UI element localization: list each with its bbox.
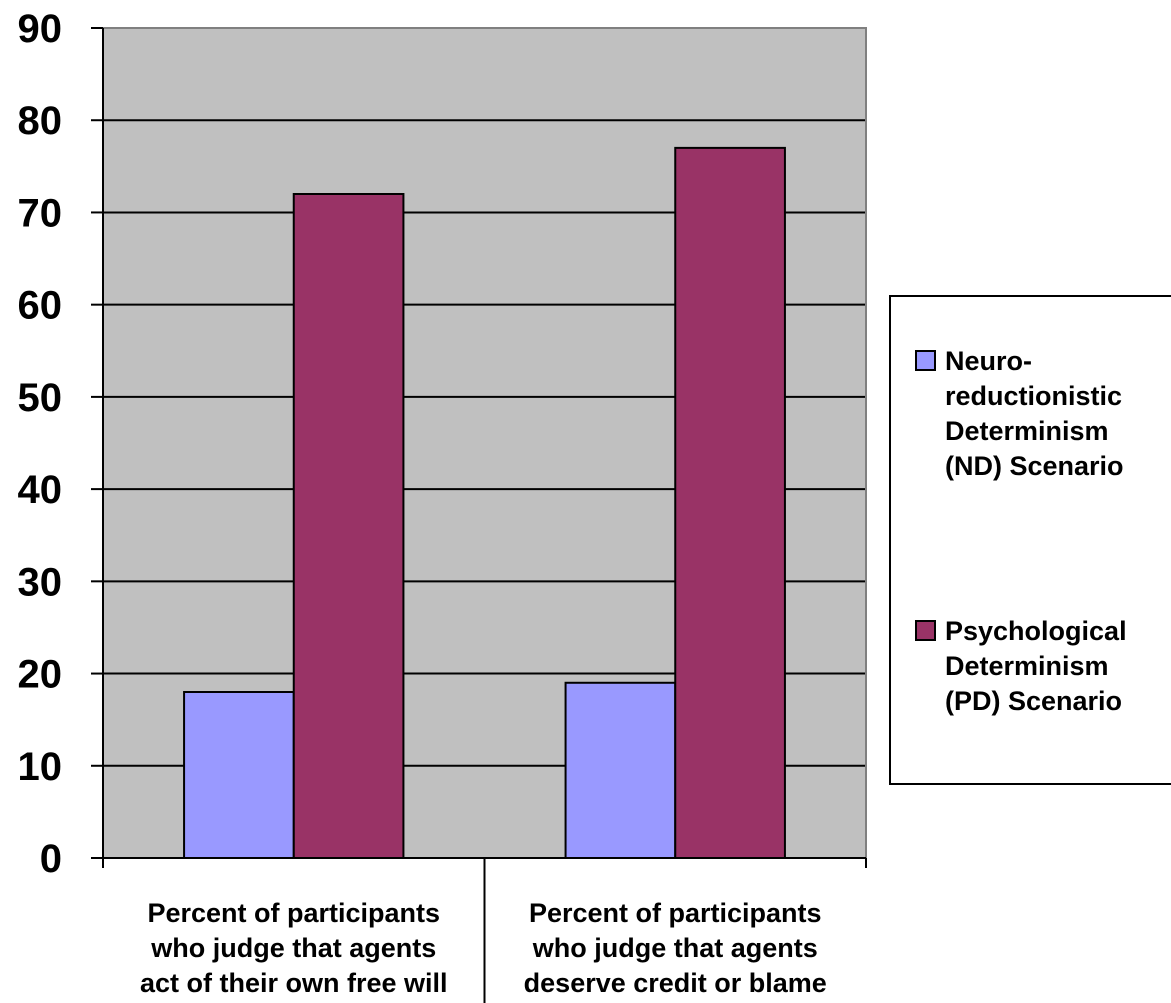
bars <box>183 146 786 859</box>
legend-label: Determinism <box>945 651 1109 681</box>
x-category-label: Percent of participants <box>529 898 822 928</box>
legend-label: Determinism <box>945 416 1109 446</box>
bar-series-2-category-2 <box>674 146 786 859</box>
legend-swatch <box>915 620 936 641</box>
y-tick-label: 0 <box>40 837 62 881</box>
legend: Neuro-reductionistic Determinism (ND) Scen… <box>889 295 1171 785</box>
legend-label: (PD) Scenario <box>945 686 1122 716</box>
bar-series-1-category-1 <box>183 691 295 859</box>
y-tick-labels: 0 10 20 30 40 50 60 70 80 90 <box>18 7 63 881</box>
x-category-label: deserve credit or blame <box>524 968 827 998</box>
y-tick-label: 10 <box>18 745 63 789</box>
y-tick-label: 30 <box>18 560 63 604</box>
y-tick-label: 20 <box>18 653 63 697</box>
legend-label: Neuro- <box>945 346 1032 376</box>
bar-series-2-category-1 <box>292 193 405 859</box>
y-tick-label: 50 <box>18 376 63 420</box>
y-tick-label: 70 <box>18 191 63 235</box>
axes <box>91 27 867 1003</box>
y-tick-label: 40 <box>18 468 63 512</box>
legend-label: reductionistic <box>945 381 1122 411</box>
x-category-label: act of their own free will <box>140 968 448 998</box>
legend-box <box>889 295 1171 785</box>
bar-series-1-category-2 <box>564 681 677 859</box>
y-tick-label: 60 <box>18 284 63 328</box>
x-category-label: who judge that agents <box>532 933 818 963</box>
y-tick-label: 90 <box>18 7 63 51</box>
legend-label: Psychological <box>945 616 1127 646</box>
x-category-label: who judge that agents <box>150 933 436 963</box>
x-category-label: Percent of participants <box>147 898 440 928</box>
legend-label: (ND) Scenario <box>945 451 1124 481</box>
x-category-labels: Percent of participants who judge that ag… <box>140 898 827 998</box>
y-tick-label: 80 <box>18 99 63 143</box>
legend-swatch <box>915 350 936 371</box>
